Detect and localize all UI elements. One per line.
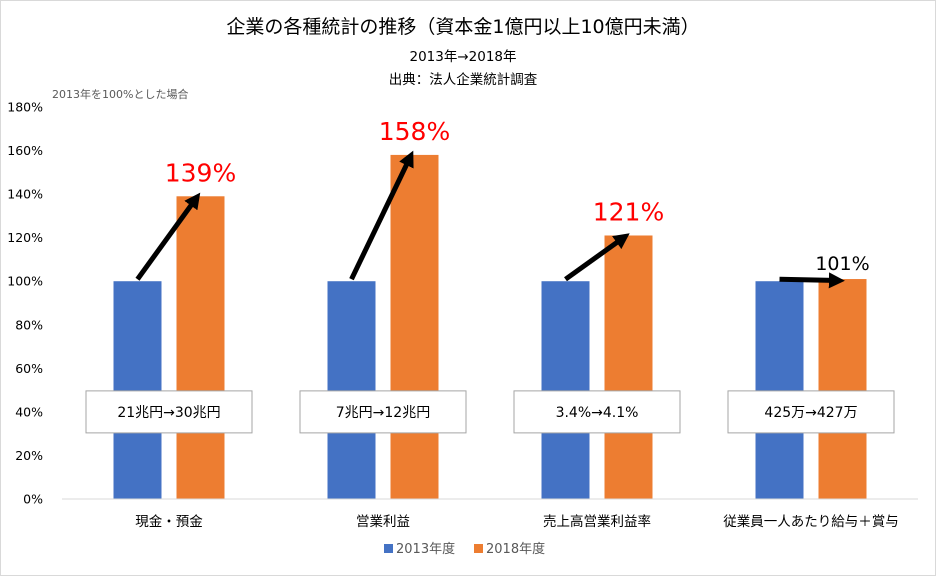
value-box-text: 425万→427万 — [764, 405, 857, 421]
y-tick-label: 140% — [7, 187, 43, 202]
legend: 2013年度 2018年度 — [384, 541, 545, 557]
bar-2013 — [755, 281, 804, 499]
value-box-text: 3.4%→4.1% — [556, 405, 639, 421]
bar-2013 — [541, 281, 590, 499]
bar-2013 — [113, 281, 162, 499]
growth-label: 121% — [593, 197, 664, 226]
value-box-text: 7兆円→12兆円 — [336, 405, 430, 421]
y-tick-label: 120% — [7, 230, 43, 245]
value-box-text: 21兆円→30兆円 — [117, 405, 220, 421]
x-category-label: 営業利益 — [356, 514, 410, 530]
y-tick-label: 0% — [23, 492, 43, 507]
bars-group — [113, 154, 867, 500]
growth-arrow — [564, 233, 630, 282]
x-axis: 現金・預金 営業利益 売上高営業利益率 従業員一人あたり給与＋賞与 — [62, 498, 918, 530]
chart-title: 企業の各種統計の推移（資本金1億円以上10億円未満） — [226, 16, 699, 38]
chart-subtitle: 2013年→2018年 — [409, 49, 516, 65]
legend-swatch — [474, 544, 483, 553]
legend-label: 2013年度 — [396, 541, 455, 557]
growth-arrow — [349, 150, 414, 281]
y-tick-label: 20% — [15, 448, 43, 463]
value-box — [299, 390, 467, 434]
chart-source: 出典：法人企業統計調査 — [389, 71, 538, 88]
value-box — [727, 390, 895, 434]
bar-2018 — [390, 154, 439, 499]
legend-swatch — [384, 544, 393, 553]
growth-label: 139% — [165, 158, 236, 187]
value-box — [513, 390, 681, 434]
growth-arrow — [779, 272, 845, 289]
bar-2018 — [176, 196, 225, 500]
y-tick-label: 80% — [15, 317, 43, 332]
growth-label: 158% — [379, 117, 450, 146]
y-tick-label: 100% — [7, 274, 43, 289]
y-tick-label: 160% — [7, 143, 43, 158]
value-box — [85, 390, 253, 434]
y-axis: 0% 20% 40% 60% 80% 100% 120% 140% 160% 180% — [7, 100, 43, 507]
y-tick-label: 40% — [15, 404, 43, 419]
bar-2013 — [327, 281, 376, 499]
growth-arrow — [135, 192, 201, 281]
ylabel-note: 2013年を100%とした場合 — [52, 87, 188, 101]
y-tick-label: 60% — [15, 361, 43, 376]
bar-2018 — [604, 235, 653, 499]
growth-labels-group: 139% 158% 121% 101% — [165, 117, 870, 275]
y-tick-label: 180% — [7, 100, 43, 115]
x-category-label: 従業員一人あたり給与＋賞与 — [723, 514, 899, 530]
value-boxes-group: 21兆円→30兆円 7兆円→12兆円 3.4%→4.1% 425万→427万 — [85, 390, 895, 434]
x-category-label: 現金・預金 — [135, 514, 203, 530]
legend-label: 2018年度 — [486, 541, 545, 557]
bar-2018 — [818, 279, 867, 499]
arrows-group — [135, 150, 845, 289]
growth-label: 101% — [815, 253, 869, 275]
x-category-label: 売上高営業利益率 — [543, 513, 651, 530]
